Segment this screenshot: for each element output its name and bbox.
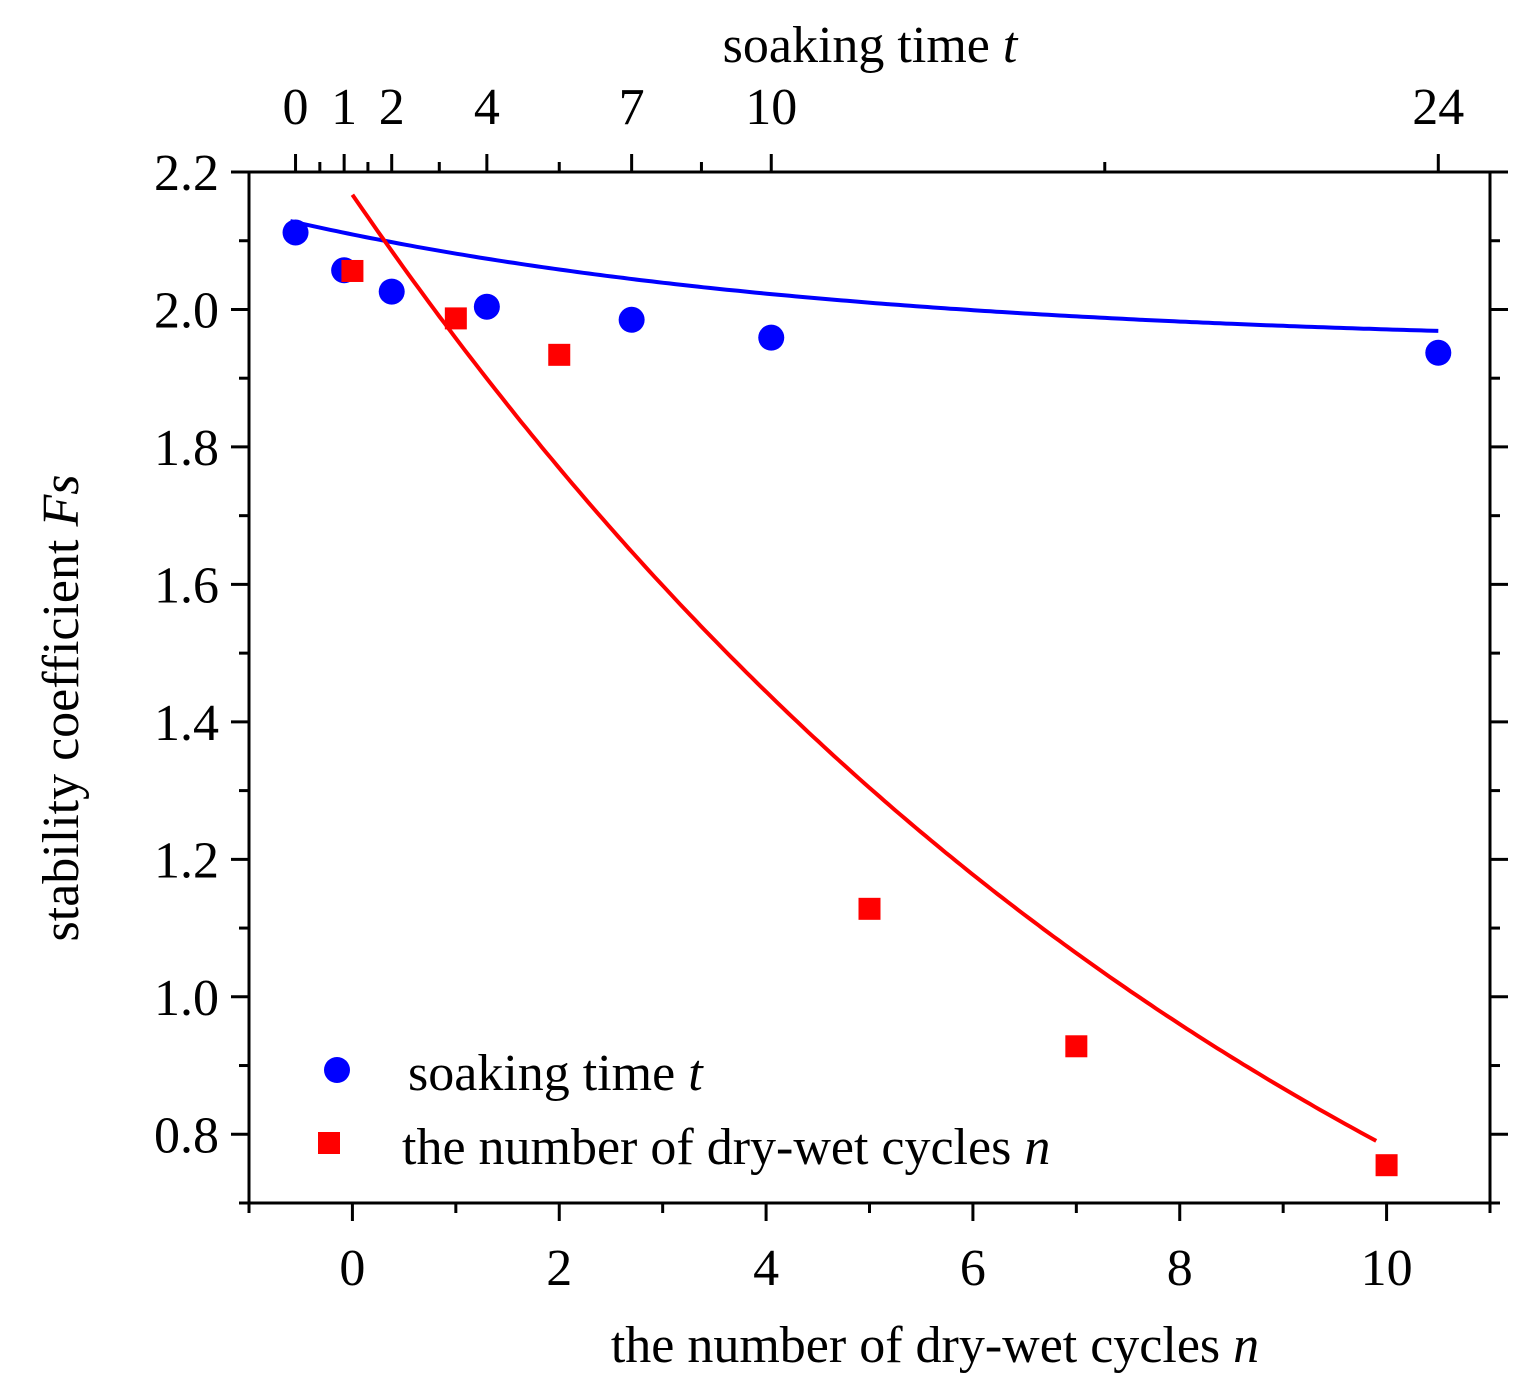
y-tick-label: 1.0 — [154, 970, 219, 1027]
top-x-tick-label: 2 — [379, 79, 405, 136]
point-soaking — [378, 278, 405, 305]
y-tick-label: 1.2 — [154, 832, 219, 889]
x-tick-label: 2 — [546, 1240, 572, 1297]
y-tick-label: 1.4 — [154, 695, 219, 752]
y-tick-label: 2.0 — [154, 282, 219, 339]
legend-label-soaking: soaking time t — [408, 1045, 704, 1102]
legend-marker-soaking — [324, 1057, 350, 1083]
y-axis-title: stability coefficient Fs — [33, 475, 90, 942]
x-tick-label: 10 — [1361, 1240, 1413, 1297]
y-tick-label: 1.8 — [154, 420, 219, 477]
x-tick-label: 6 — [960, 1240, 986, 1297]
top-x-tick-label: 4 — [474, 79, 500, 136]
point-cycles — [341, 259, 364, 282]
fit-line-cycles — [350, 193, 1378, 1143]
point-soaking — [618, 306, 645, 333]
fit-lines — [289, 193, 1439, 1143]
legend-marker-cycles — [318, 1132, 340, 1154]
point-soaking — [1425, 339, 1452, 366]
top-x-tick-label: 7 — [619, 79, 645, 136]
legend-label-cycles: the number of dry-wet cycles n — [402, 1119, 1050, 1176]
x-tick-label: 8 — [1167, 1240, 1193, 1297]
legend: soaking time t the number of dry-wet cyc… — [318, 1045, 1050, 1176]
markers — [282, 219, 1452, 1177]
top-x-tick-label: 0 — [283, 79, 309, 136]
x-axis-title: the number of dry-wet cycles n — [611, 1317, 1259, 1374]
x-tick-label: 0 — [339, 1240, 365, 1297]
point-cycles — [444, 307, 467, 330]
y-tick-label: 2.2 — [154, 145, 219, 202]
point-cycles — [858, 897, 881, 920]
top-x-tick-label: 10 — [745, 79, 797, 136]
ticks: 0.81.01.21.41.61.82.02.20 2 4 6 8 100 1 2 4 7 10 24 — [154, 79, 1508, 1297]
point-cycles — [548, 343, 571, 366]
point-soaking — [473, 293, 500, 320]
top-x-tick-label: 24 — [1412, 79, 1464, 136]
point-cycles — [1065, 1035, 1088, 1058]
fit-line-soaking — [289, 219, 1439, 333]
y-tick-label: 0.8 — [154, 1107, 219, 1164]
point-soaking — [282, 219, 309, 246]
top-x-tick-label: 1 — [331, 79, 357, 136]
point-cycles — [1375, 1154, 1398, 1177]
y-tick-label: 1.6 — [154, 557, 219, 614]
x-tick-label: 4 — [753, 1240, 779, 1297]
point-soaking — [758, 324, 785, 351]
top-x-axis-title: soaking time t — [723, 17, 1019, 74]
